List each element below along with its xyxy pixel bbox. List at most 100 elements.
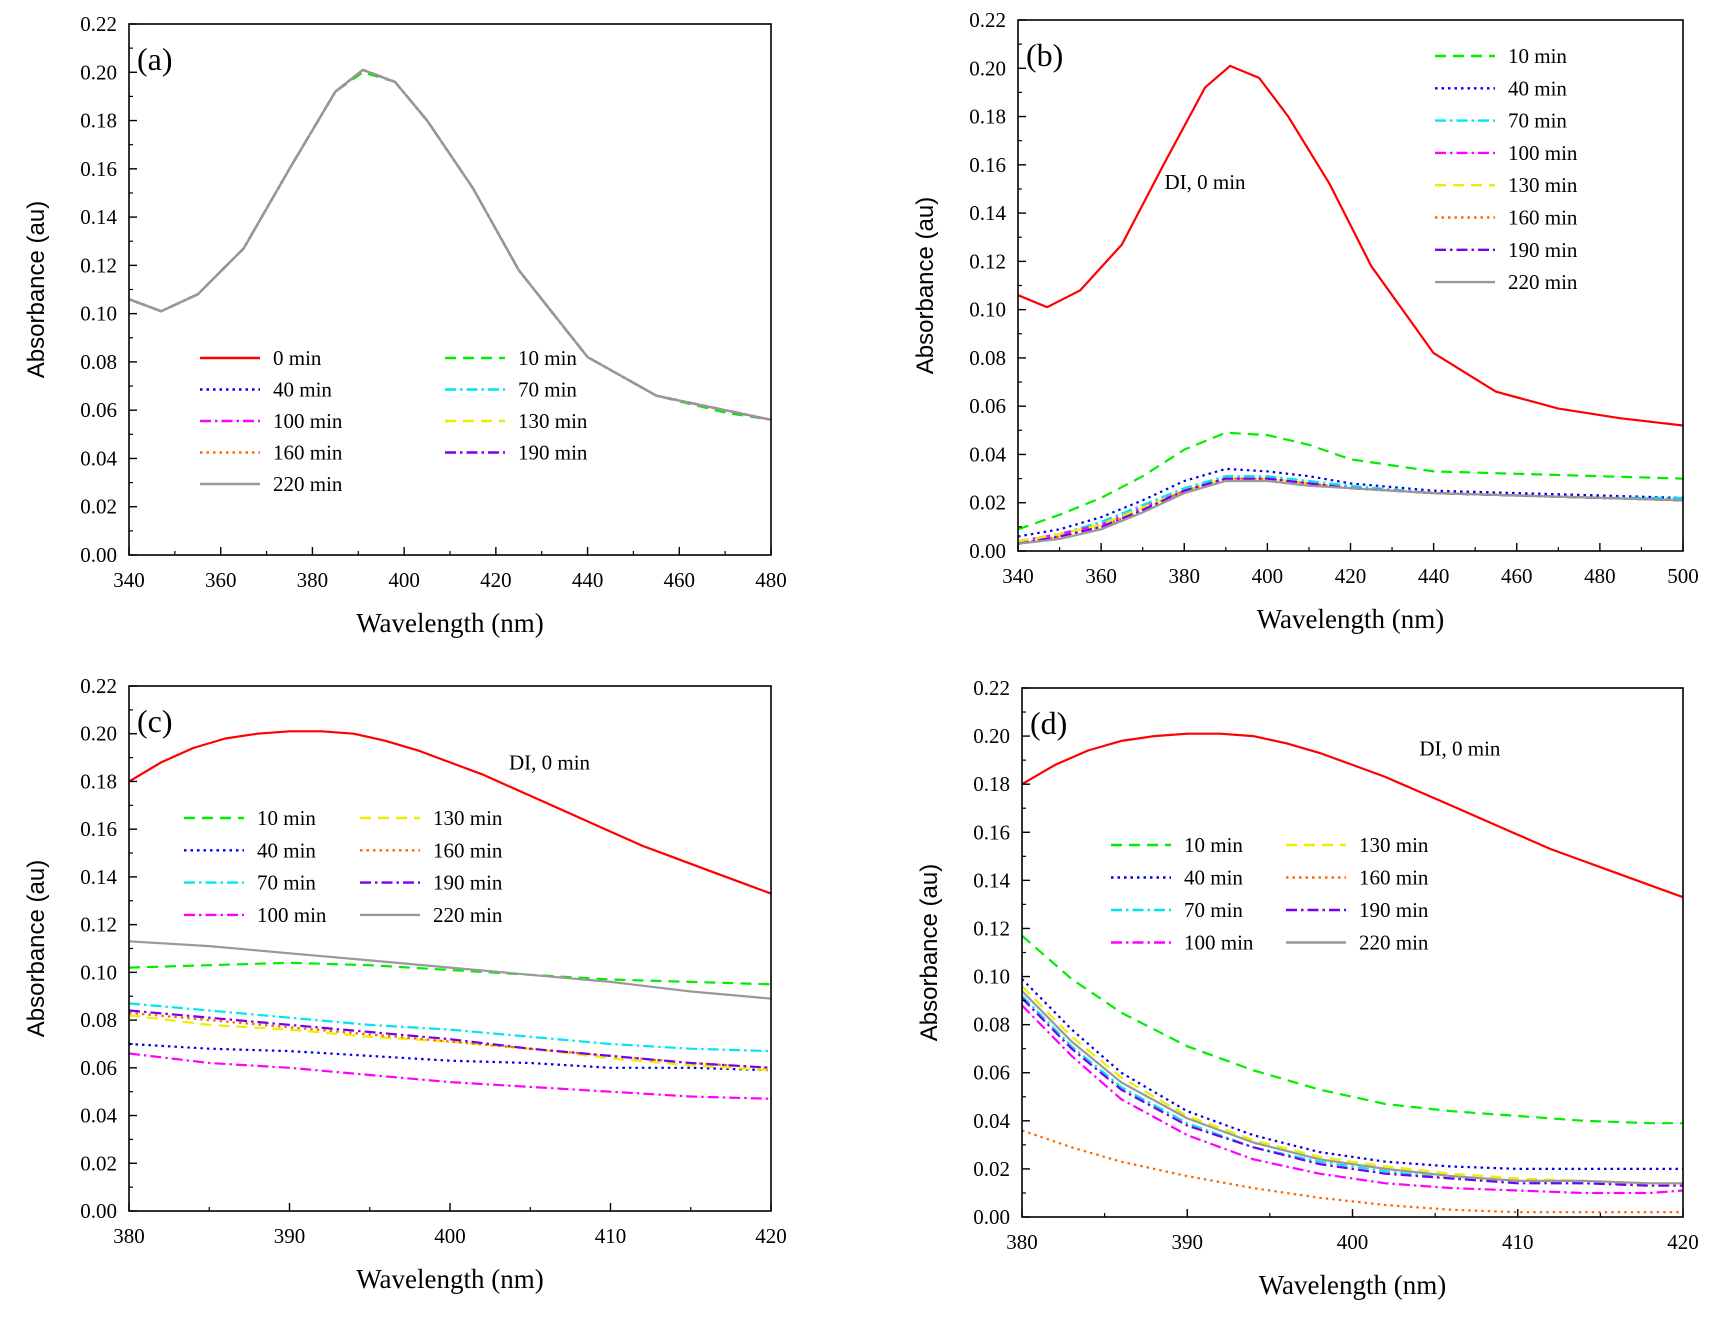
x-tick-label: 360 <box>205 568 237 592</box>
y-tick-label: 0.22 <box>80 674 117 698</box>
series-line-220-min <box>129 940 771 1000</box>
legend-label: 160 min <box>433 838 503 862</box>
legend-label: 70 min <box>1508 109 1567 133</box>
series-line-130-min <box>1022 985 1683 1185</box>
legend-label: 220 min <box>433 903 503 927</box>
series-line-di-0-min <box>1018 64 1683 427</box>
y-tick-label: 0.02 <box>973 1157 1010 1181</box>
x-tick-label: 400 <box>388 568 420 592</box>
x-tick-label: 380 <box>113 1224 145 1248</box>
x-tick-label: 380 <box>1169 564 1201 588</box>
y-tick-label: 0.08 <box>80 350 117 374</box>
y-tick-label: 0.10 <box>80 960 117 984</box>
y-tick-label: 0.18 <box>80 769 117 793</box>
y-tick-label: 0.20 <box>80 722 117 746</box>
series-line-220-min <box>129 68 771 421</box>
y-tick-label: 0.06 <box>80 398 117 422</box>
x-tick-label: 420 <box>1335 564 1367 588</box>
panel-label: (b) <box>1026 37 1063 73</box>
x-tick-label: 420 <box>755 1224 787 1248</box>
y-tick-label: 0.02 <box>80 495 117 519</box>
legend-label: 130 min <box>433 806 503 830</box>
panel-label: (a) <box>137 41 173 77</box>
legend-label: 190 min <box>1359 898 1429 922</box>
y-tick-label: 0.18 <box>969 105 1006 129</box>
legend-label: 100 min <box>257 903 327 927</box>
x-tick-label: 340 <box>1002 564 1034 588</box>
series-line-160-min <box>129 68 771 421</box>
y-tick-label: 0.22 <box>973 676 1010 700</box>
legend-label: 40 min <box>273 378 332 402</box>
series-group <box>1022 732 1683 1214</box>
x-tick-label: 460 <box>1501 564 1533 588</box>
y-tick-label: 0.18 <box>80 109 117 133</box>
y-tick-label: 0.14 <box>969 201 1006 225</box>
series-line-130-min <box>129 68 771 421</box>
annotation-label: DI, 0 min <box>1164 170 1246 194</box>
series-line-160-min <box>129 1011 771 1069</box>
x-tick-label: 410 <box>1502 1230 1534 1254</box>
legend-label: 220 min <box>273 472 343 496</box>
legend-label: 190 min <box>1508 238 1578 262</box>
y-tick-label: 0.20 <box>969 56 1006 80</box>
y-tick-label: 0.14 <box>80 205 117 229</box>
y-tick-label: 0.08 <box>80 1008 117 1032</box>
legend-label: 40 min <box>1184 866 1243 890</box>
legend-label: 190 min <box>433 871 503 895</box>
series-line-190-min <box>129 68 771 421</box>
y-axis-title: Absorbance (au) <box>912 197 939 374</box>
legend-label: 220 min <box>1508 270 1578 294</box>
series-line-70-min <box>129 1002 771 1053</box>
x-tick-label: 380 <box>297 568 329 592</box>
x-tick-label: 480 <box>1584 564 1616 588</box>
y-tick-label: 0.08 <box>969 346 1006 370</box>
x-axis-title: Wavelength (nm) <box>1257 604 1445 634</box>
x-tick-label: 460 <box>664 568 696 592</box>
legend-label: 70 min <box>518 378 577 402</box>
y-tick-label: 0.12 <box>80 253 117 277</box>
x-axis-title: Wavelength (nm) <box>1259 1270 1447 1300</box>
legend-label: 40 min <box>1508 76 1567 100</box>
x-tick-label: 500 <box>1667 564 1699 588</box>
y-tick-label: 0.10 <box>80 302 117 326</box>
legend-label: 100 min <box>273 409 343 433</box>
y-tick-label: 0.04 <box>969 442 1006 466</box>
series-group <box>129 730 771 1100</box>
y-axis-title: Absorbance (au) <box>23 860 50 1037</box>
y-tick-label: 0.16 <box>969 153 1006 177</box>
y-tick-label: 0.20 <box>80 60 117 84</box>
y-tick-label: 0.22 <box>80 12 117 36</box>
series-line-160-min <box>1022 1129 1683 1214</box>
legend: 10 min 130 min 40 min 160 min 70 min 190 min 1… <box>1111 833 1429 955</box>
x-tick-label: 400 <box>434 1224 466 1248</box>
y-tick-label: 0.14 <box>973 868 1010 892</box>
x-tick-label: 410 <box>595 1224 627 1248</box>
panel-c: 0.00 0.02 0.04 0.06 0.08 0.10 0.12 0.14 0.16 0.18… <box>23 674 787 1294</box>
y-axis-title: Absorbance (au) <box>916 864 943 1041</box>
x-tick-label: 400 <box>1252 564 1284 588</box>
series-line-220-min <box>1018 479 1683 545</box>
legend-label: 10 min <box>1184 833 1243 857</box>
legend-label: 70 min <box>257 871 316 895</box>
annotation-label: DI, 0 min <box>509 751 591 775</box>
y-tick-label: 0.00 <box>80 1199 117 1223</box>
y-tick-label: 0.12 <box>80 913 117 937</box>
legend-label: 70 min <box>1184 898 1243 922</box>
x-tick-label: 420 <box>1667 1230 1699 1254</box>
legend-label: 130 min <box>1359 833 1429 857</box>
x-tick-label: 390 <box>274 1224 306 1248</box>
y-tick-label: 0.12 <box>973 916 1010 940</box>
y-tick-label: 0.04 <box>973 1109 1010 1133</box>
series-line-190-min <box>129 1009 771 1069</box>
y-tick-label: 0.02 <box>969 491 1006 515</box>
series-line-10-min <box>129 71 771 421</box>
y-tick-label: 0.14 <box>80 865 117 889</box>
series-line-100-min <box>129 1052 771 1100</box>
x-tick-label: 420 <box>480 568 512 592</box>
legend-label: 10 min <box>518 346 577 370</box>
y-tick-label: 0.16 <box>80 817 117 841</box>
legend-label: 130 min <box>1508 173 1578 197</box>
series-line-10-min <box>129 961 771 986</box>
legend-label: 10 min <box>1508 44 1567 68</box>
